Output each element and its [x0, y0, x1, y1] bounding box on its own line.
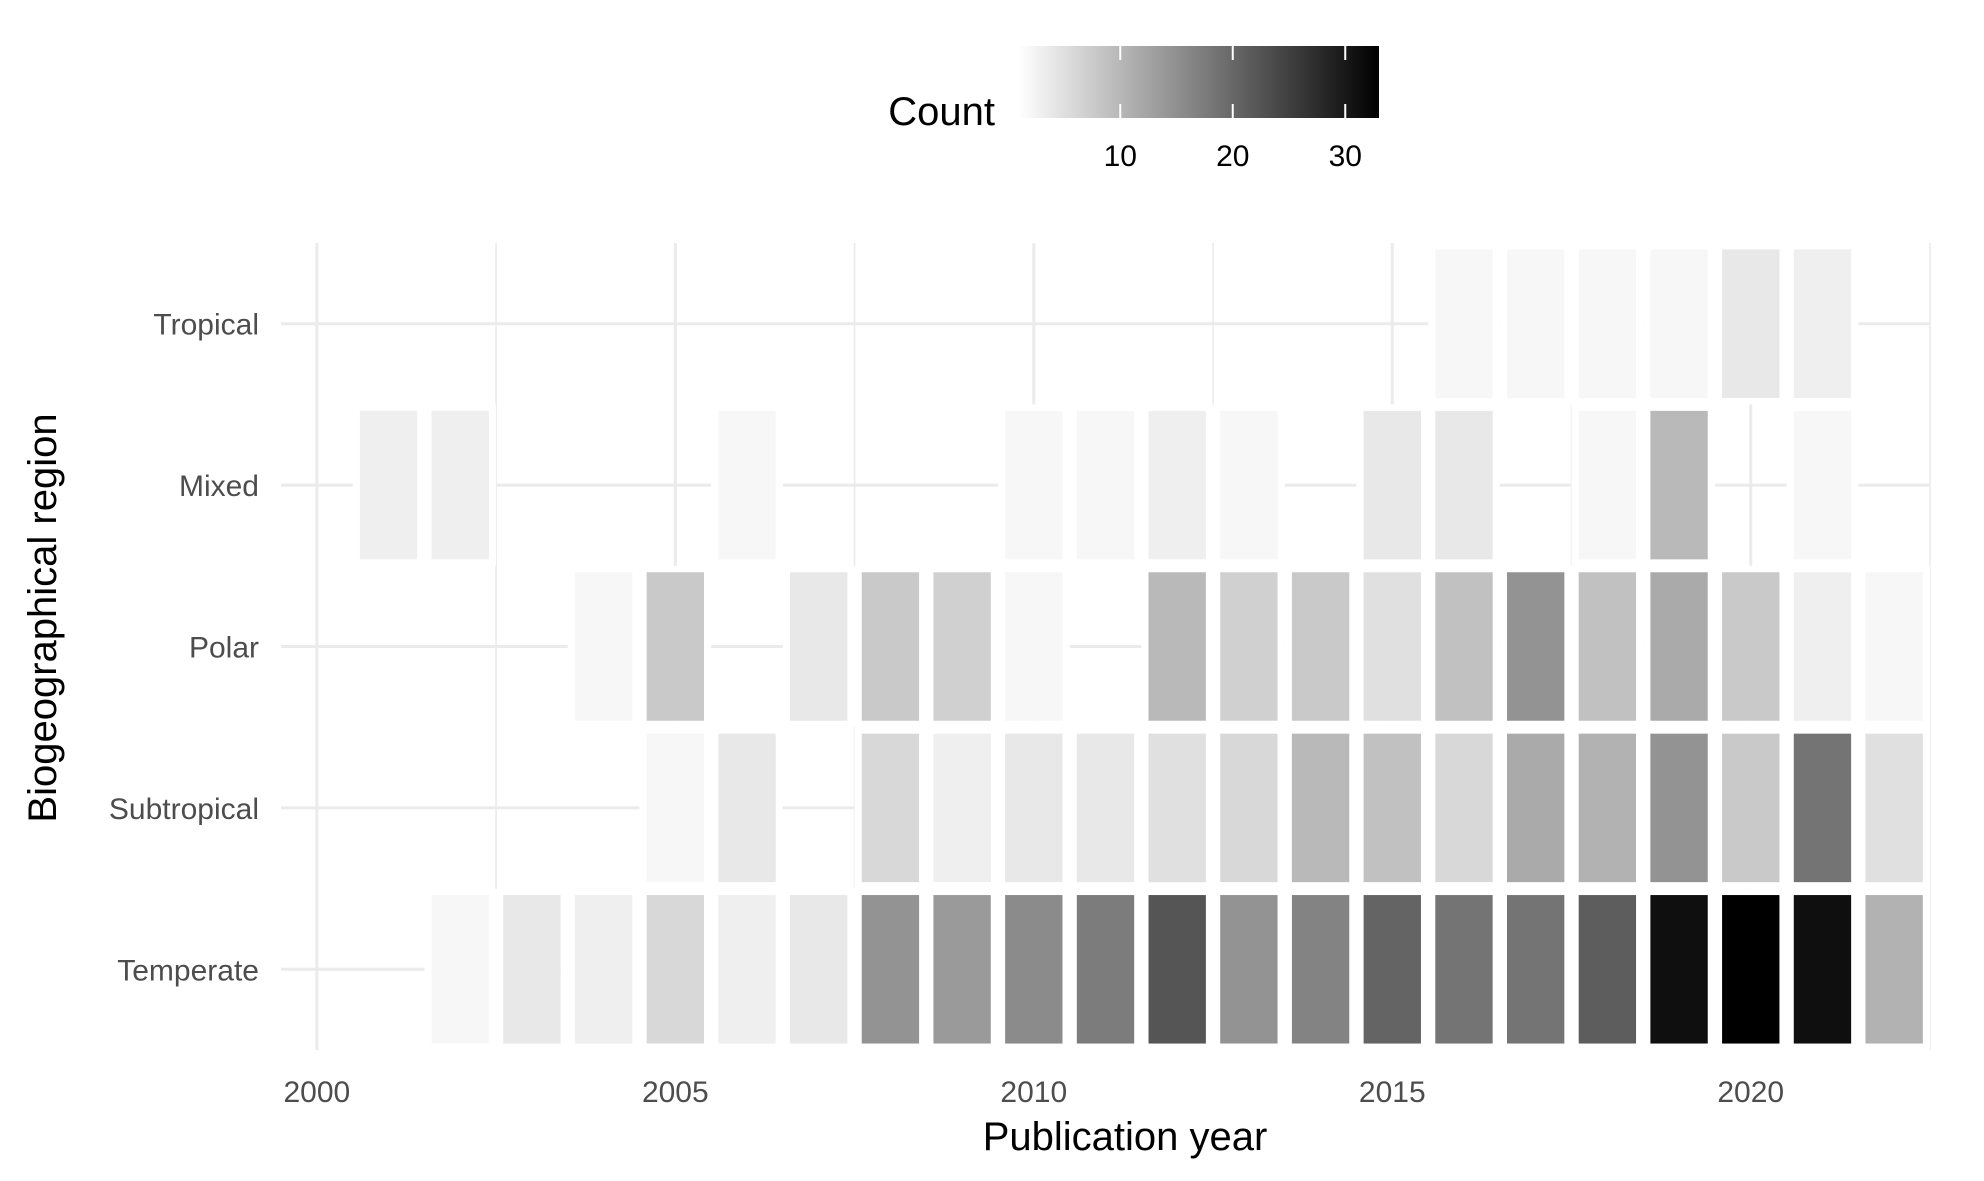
heatmap-tile — [1291, 733, 1350, 883]
heatmap-tile — [1506, 572, 1565, 721]
heatmap-tile — [1435, 733, 1493, 883]
heatmap-tile — [1220, 410, 1278, 560]
heatmap-tile — [1578, 249, 1637, 398]
heatmap-tile — [933, 572, 991, 721]
heatmap-tile — [1363, 895, 1421, 1044]
heatmap-tile — [861, 895, 920, 1044]
heatmap-tile — [1650, 895, 1708, 1044]
y-axis-title: Biogeographical region — [21, 413, 65, 822]
colorbar-tick-label: 30 — [1329, 140, 1362, 173]
heatmap-tile — [1435, 572, 1493, 721]
y-tick-label: Polar — [189, 632, 259, 665]
x-tick-label: 2010 — [1000, 1076, 1067, 1109]
x-tick-label: 2020 — [1717, 1076, 1784, 1109]
x-axis-ticks: 2000 2005 2010 2015 2020 — [283, 1076, 1784, 1109]
heatmap-tile — [1363, 410, 1421, 560]
x-tick-label: 2000 — [283, 1076, 350, 1109]
heatmap-tile — [790, 572, 848, 721]
heatmap-tile — [1650, 572, 1708, 721]
heatmap-tile — [1435, 410, 1493, 560]
colorbar-gradient — [1019, 46, 1379, 118]
heatmap-tile — [1291, 895, 1350, 1044]
heatmap-tile — [1005, 572, 1063, 721]
heatmap-tile — [1148, 410, 1206, 560]
x-tick-label: 2015 — [1359, 1076, 1426, 1109]
heatmap-tile — [1076, 733, 1135, 883]
heatmap-tile — [718, 410, 776, 560]
heatmap-tile — [1793, 410, 1852, 560]
heatmap-tile — [1291, 572, 1350, 721]
heatmap-tile — [646, 572, 705, 721]
heatmap-tile — [1578, 572, 1637, 721]
heatmap-tile — [933, 895, 991, 1044]
heatmap-tile — [1793, 733, 1852, 883]
colorbar-title: Count — [888, 90, 995, 134]
heatmap-tile — [1076, 410, 1135, 560]
heatmap-tile — [646, 733, 705, 883]
colorbar-tick-label: 10 — [1104, 140, 1137, 173]
heatmap-tile — [503, 895, 561, 1044]
heatmap-tile — [1865, 572, 1923, 721]
heatmap-tile — [1793, 572, 1852, 721]
heatmap-tile — [1506, 733, 1565, 883]
heatmap-tile — [1578, 733, 1637, 883]
y-tick-label: Mixed — [179, 470, 259, 503]
heatmap-tile — [861, 733, 920, 883]
heatmap-tile — [646, 895, 705, 1044]
heatmap-tile — [1220, 733, 1278, 883]
heatmap-tile — [1506, 249, 1565, 398]
heatmap-tile — [1865, 733, 1923, 883]
heatmap-tile — [1722, 733, 1780, 883]
heatmap-tile — [1722, 572, 1780, 721]
heatmap-tile — [1076, 895, 1135, 1044]
heatmap-tile — [1363, 572, 1421, 721]
heatmap-tile — [1650, 410, 1708, 560]
heatmap-tile — [574, 895, 633, 1044]
heatmap-tile — [1220, 895, 1278, 1044]
heatmap-tile — [1865, 895, 1923, 1044]
heatmap-tile — [1220, 572, 1278, 721]
heatmap-tile — [861, 572, 920, 721]
heatmap-tile — [1005, 733, 1063, 883]
heatmap-tile — [1793, 895, 1852, 1044]
heatmap-tile — [1148, 572, 1206, 721]
heatmap-tile — [790, 895, 848, 1044]
colorbar-tick-label: 20 — [1216, 140, 1249, 173]
heatmap-tile — [1148, 733, 1206, 883]
heatmap-tile — [431, 895, 489, 1044]
heatmap-tiles — [352, 243, 1930, 1050]
heatmap-tile — [718, 733, 776, 883]
y-tick-label: Tropical — [153, 309, 259, 342]
heatmap-tile — [1578, 410, 1637, 560]
heatmap-tile — [359, 410, 418, 560]
heatmap-tile — [1005, 410, 1063, 560]
heatmap-tile — [1506, 895, 1565, 1044]
heatmap-tile — [1148, 895, 1206, 1044]
heatmap-tile — [1435, 895, 1493, 1044]
y-tick-label: Temperate — [117, 954, 259, 987]
y-axis-ticks: Tropical Mixed Polar Subtropical Temperate — [109, 309, 259, 988]
heatmap-tile — [574, 572, 633, 721]
heatmap-tile — [1578, 895, 1637, 1044]
heatmap-tile — [1722, 249, 1780, 398]
heatmap-tile — [431, 410, 489, 560]
colorbar-ticks: 10 20 30 — [1104, 46, 1362, 173]
heatmap-tile — [933, 733, 991, 883]
y-tick-label: Subtropical — [109, 793, 259, 826]
heatmap-tile — [1650, 249, 1708, 398]
heatmap-tile — [718, 895, 776, 1044]
colorbar-legend: Count 10 20 30 — [888, 46, 1379, 173]
heatmap-tile — [1793, 249, 1852, 398]
heatmap-tile — [1435, 249, 1493, 398]
x-axis-title: Publication year — [983, 1115, 1268, 1159]
x-tick-label: 2005 — [642, 1076, 709, 1109]
heatmap-tile — [1363, 733, 1421, 883]
heatmap-tile — [1005, 895, 1063, 1044]
heatmap-tile — [1650, 733, 1708, 883]
heatmap-tile — [1722, 895, 1780, 1044]
